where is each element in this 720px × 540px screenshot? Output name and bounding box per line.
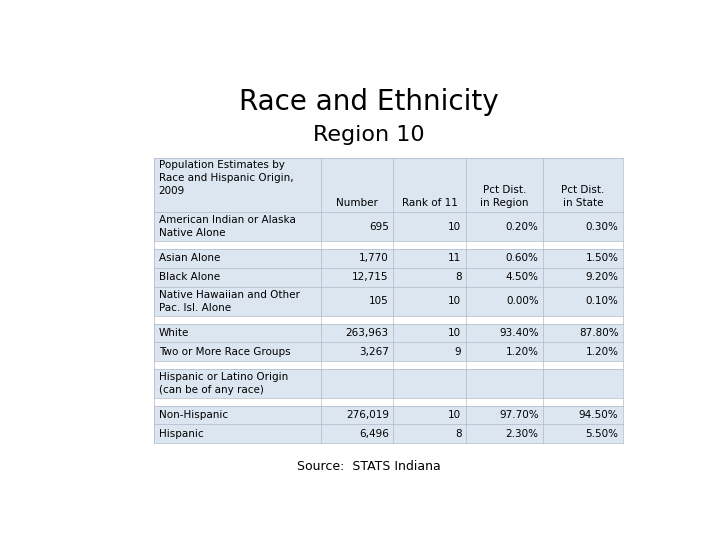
Text: 1.50%: 1.50% xyxy=(585,253,618,264)
Text: 105: 105 xyxy=(369,296,389,306)
Text: 1.20%: 1.20% xyxy=(505,347,539,357)
Text: 8: 8 xyxy=(455,429,462,439)
Text: 695: 695 xyxy=(369,222,389,232)
Text: 5.50%: 5.50% xyxy=(585,429,618,439)
Text: Asian Alone: Asian Alone xyxy=(158,253,220,264)
Text: 4.50%: 4.50% xyxy=(505,272,539,282)
Text: 12,715: 12,715 xyxy=(352,272,389,282)
Text: 1.20%: 1.20% xyxy=(585,347,618,357)
Text: 8: 8 xyxy=(455,272,462,282)
Bar xyxy=(154,158,623,443)
Text: Source:  STATS Indiana: Source: STATS Indiana xyxy=(297,460,441,472)
Text: Number: Number xyxy=(336,198,378,208)
Text: Two or More Race Groups: Two or More Race Groups xyxy=(158,347,290,357)
Text: Hispanic or Latino Origin
(can be of any race): Hispanic or Latino Origin (can be of any… xyxy=(158,372,288,395)
Text: Pct Dist.
in State: Pct Dist. in State xyxy=(562,185,605,208)
Bar xyxy=(154,398,623,406)
Text: 0.10%: 0.10% xyxy=(585,296,618,306)
Text: White: White xyxy=(158,328,189,338)
Text: Race and Ethnicity: Race and Ethnicity xyxy=(239,88,499,116)
Text: 97.70%: 97.70% xyxy=(499,410,539,420)
Text: 87.80%: 87.80% xyxy=(579,328,618,338)
Text: American Indian or Alaska
Native Alone: American Indian or Alaska Native Alone xyxy=(158,215,295,238)
Bar xyxy=(154,241,623,249)
Text: 10: 10 xyxy=(449,222,462,232)
Text: Rank of 11: Rank of 11 xyxy=(402,198,457,208)
Bar xyxy=(154,361,623,369)
Text: Pct Dist.
in Region: Pct Dist. in Region xyxy=(480,185,528,208)
Bar xyxy=(154,316,623,323)
Text: 0.60%: 0.60% xyxy=(506,253,539,264)
Text: Hispanic: Hispanic xyxy=(158,429,203,439)
Text: 1,770: 1,770 xyxy=(359,253,389,264)
Text: 2.30%: 2.30% xyxy=(505,429,539,439)
Text: 10: 10 xyxy=(449,296,462,306)
Text: 263,963: 263,963 xyxy=(346,328,389,338)
Text: 3,267: 3,267 xyxy=(359,347,389,357)
Text: 11: 11 xyxy=(448,253,462,264)
Text: 9: 9 xyxy=(455,347,462,357)
Text: 94.50%: 94.50% xyxy=(579,410,618,420)
Text: 93.40%: 93.40% xyxy=(499,328,539,338)
Text: 276,019: 276,019 xyxy=(346,410,389,420)
Text: Region 10: Region 10 xyxy=(313,125,425,145)
Text: 0.00%: 0.00% xyxy=(506,296,539,306)
Text: Non-Hispanic: Non-Hispanic xyxy=(158,410,228,420)
Text: Black Alone: Black Alone xyxy=(158,272,220,282)
Text: 9.20%: 9.20% xyxy=(585,272,618,282)
Text: Population Estimates by
Race and Hispanic Origin,
2009: Population Estimates by Race and Hispani… xyxy=(158,160,293,196)
Text: 0.20%: 0.20% xyxy=(506,222,539,232)
Text: 10: 10 xyxy=(449,328,462,338)
Text: 10: 10 xyxy=(449,410,462,420)
Text: 6,496: 6,496 xyxy=(359,429,389,439)
Text: Native Hawaiian and Other
Pac. Isl. Alone: Native Hawaiian and Other Pac. Isl. Alon… xyxy=(158,289,300,313)
Text: 0.30%: 0.30% xyxy=(585,222,618,232)
